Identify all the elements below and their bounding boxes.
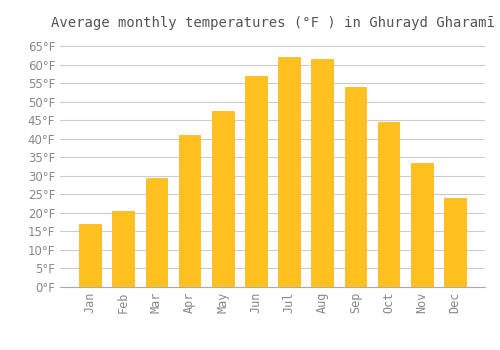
Title: Average monthly temperatures (°F ) in Ghurayd Gharamī: Average monthly temperatures (°F ) in Gh… bbox=[50, 16, 494, 30]
Bar bbox=[278, 57, 300, 287]
Bar bbox=[344, 87, 366, 287]
Bar bbox=[112, 211, 134, 287]
Bar bbox=[80, 224, 101, 287]
Bar bbox=[146, 178, 167, 287]
Bar bbox=[411, 163, 432, 287]
Bar bbox=[179, 135, 201, 287]
Bar bbox=[444, 198, 466, 287]
Bar bbox=[212, 111, 234, 287]
Bar bbox=[245, 76, 266, 287]
Bar bbox=[378, 122, 400, 287]
Bar bbox=[312, 59, 333, 287]
